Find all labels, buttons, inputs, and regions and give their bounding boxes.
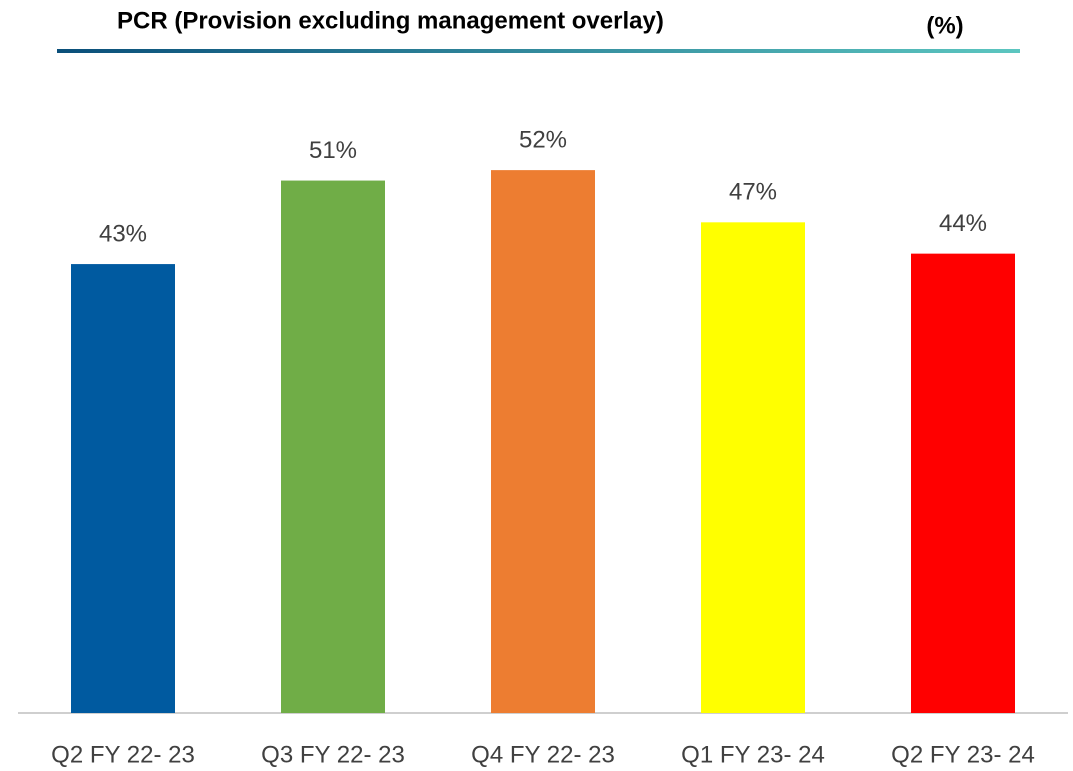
value-label: 43% xyxy=(99,220,147,247)
unit-label: (%) xyxy=(926,12,963,39)
x-tick-label: Q2 FY 23- 24 xyxy=(891,741,1035,768)
bar xyxy=(71,264,175,713)
value-label: 52% xyxy=(519,126,567,153)
value-label: 44% xyxy=(939,210,987,237)
bar xyxy=(281,180,385,713)
x-tick-label: Q4 FY 22- 23 xyxy=(471,741,615,768)
value-label: 47% xyxy=(729,179,777,206)
value-label: 51% xyxy=(309,137,357,164)
x-tick-label: Q2 FY 22- 23 xyxy=(51,741,195,768)
x-tick-label: Q1 FY 23- 24 xyxy=(681,741,825,768)
bar xyxy=(701,222,805,713)
chart-title: PCR (Provision excluding management over… xyxy=(117,7,664,34)
x-tick-label: Q3 FY 22- 23 xyxy=(261,741,405,768)
bar xyxy=(911,253,1015,713)
bar xyxy=(491,170,595,713)
title-rule xyxy=(57,49,1020,53)
